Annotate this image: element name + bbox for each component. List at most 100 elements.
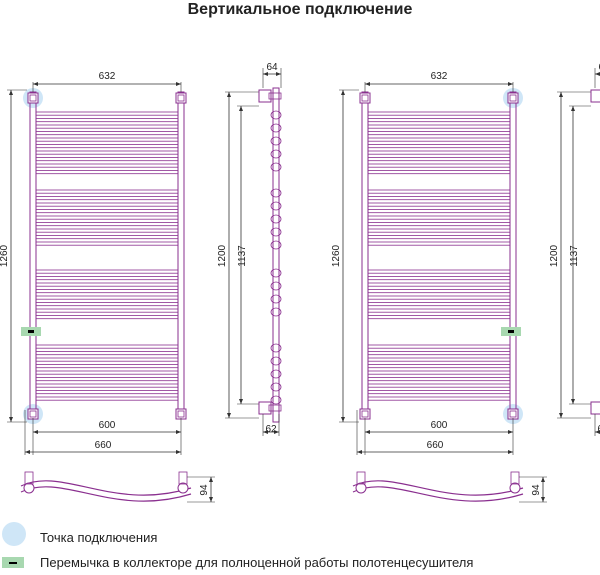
fitting-inner (29, 94, 37, 102)
rung (35, 215, 179, 220)
rung (35, 118, 179, 123)
right-rail (509, 91, 517, 415)
arrow-head (541, 477, 545, 482)
side-fitting-pipe (268, 404, 282, 412)
rung (367, 215, 511, 220)
arrow-head (209, 477, 213, 482)
rung (367, 390, 511, 395)
rung (367, 150, 511, 155)
rung (367, 383, 511, 388)
arrow-head (541, 497, 545, 502)
rung (35, 222, 179, 227)
arrow-head (559, 92, 563, 97)
arrow-head (25, 450, 30, 454)
rung-end (270, 240, 282, 250)
arrow-head (595, 430, 600, 434)
rung-end (270, 369, 282, 379)
rung-end (270, 162, 282, 172)
rung (367, 118, 511, 123)
fitting-inner (29, 410, 37, 418)
rung (367, 364, 511, 369)
rung (35, 157, 179, 162)
rung (35, 377, 179, 382)
rung (367, 157, 511, 162)
rung (367, 111, 511, 116)
bypass-marker-dash (28, 330, 34, 333)
rung (35, 344, 179, 349)
rung (35, 131, 179, 136)
curve-bracket-left (356, 471, 366, 485)
rung-end (270, 307, 282, 317)
rung-end (270, 123, 282, 133)
dimension-depth-curve: 94 (531, 484, 542, 496)
rung-end (270, 227, 282, 237)
rung-end (270, 214, 282, 224)
rung-end (270, 281, 282, 291)
rung (367, 222, 511, 227)
legend-bypass-row: Перемычка в коллекторе для полноценной р… (0, 551, 600, 575)
dimension-depth-top: 64 (266, 62, 278, 73)
fitting (507, 408, 519, 420)
fitting (27, 92, 39, 104)
curve-end-right (509, 482, 521, 494)
rung (35, 364, 179, 369)
arrow-head (508, 430, 513, 434)
dimension-depth-curve: 94 (199, 484, 210, 496)
rung-end (270, 294, 282, 304)
rung-end (270, 395, 282, 405)
rung (367, 351, 511, 356)
rung (367, 137, 511, 142)
rung-end (270, 110, 282, 120)
arrow-head (33, 430, 38, 434)
arrow-head (209, 497, 213, 502)
curve-bracket-right (178, 471, 188, 485)
arrow-head (559, 413, 563, 418)
side-rail (272, 87, 280, 423)
curve-bottom (20, 486, 192, 502)
dimension-height-total: 1260 (0, 244, 10, 267)
rung (35, 295, 179, 300)
rung-end (270, 356, 282, 366)
rung (367, 241, 511, 246)
rung (367, 344, 511, 349)
rung (367, 202, 511, 207)
fitting (359, 408, 371, 420)
arrow-head (9, 417, 13, 422)
rung (367, 396, 511, 401)
fitting (175, 408, 187, 420)
left-unit: 632 600 660 1260 1200 1137 64 62 94 (0, 62, 282, 503)
arrow-head (595, 72, 600, 76)
rung (367, 308, 511, 313)
rung (367, 228, 511, 233)
arrow-head (9, 90, 13, 95)
dimension-axis-bottom: 600 (431, 420, 448, 431)
fitting-inner (509, 94, 517, 102)
fitting (27, 408, 39, 420)
dimension-offset-bottom: 62 (265, 424, 277, 435)
technical-drawing: 632 600 660 1260 1200 1137 64 62 94 632 600 660 126… (0, 62, 600, 503)
curve-bracket-right (510, 471, 520, 485)
arrow-head (571, 399, 575, 404)
arrow-head (33, 82, 38, 86)
rung (35, 144, 179, 149)
dimension-width-top: 632 (99, 71, 116, 82)
rung (35, 351, 179, 356)
curve-top (20, 480, 192, 496)
rung (35, 308, 179, 313)
rung (367, 377, 511, 382)
left-rail (361, 91, 369, 415)
rung (367, 357, 511, 362)
curve-top (352, 480, 524, 496)
rung (35, 390, 179, 395)
dimension-height-inner: 1137 (237, 245, 248, 267)
rung (35, 241, 179, 246)
dimension-height-inner: 1137 (569, 245, 580, 267)
rung (367, 163, 511, 168)
rung (367, 276, 511, 281)
curve-bottom (352, 486, 524, 502)
rung (35, 150, 179, 155)
side-fitting (258, 89, 272, 103)
dimension-width-bottom: 660 (95, 440, 112, 451)
arrow-head (365, 82, 370, 86)
arrow-head (341, 90, 345, 95)
